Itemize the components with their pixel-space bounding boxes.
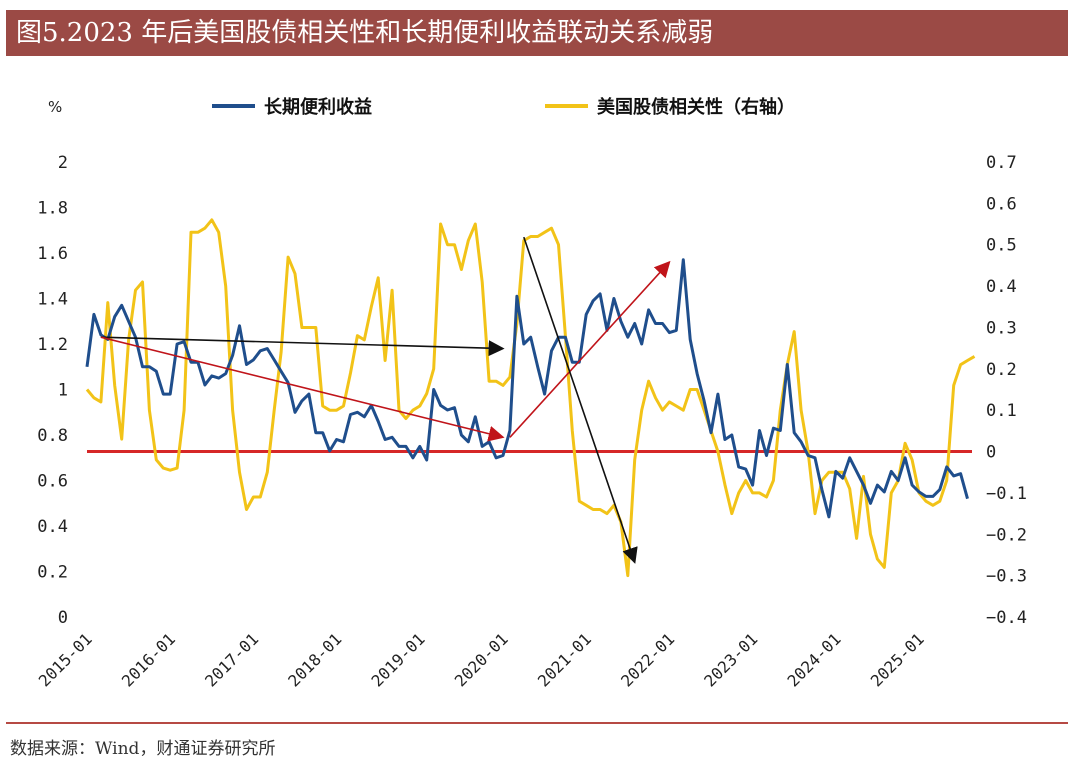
series-line-correlation: [85, 218, 976, 578]
x-tick-label: 2019-01: [368, 629, 429, 690]
right-tick-label: 0.4: [986, 277, 1017, 297]
x-tick-label: 2020-01: [451, 629, 512, 690]
series-line-convenience-yield: [85, 258, 969, 519]
left-tick-label: 0.6: [37, 472, 68, 492]
x-tick-label: 2022-01: [617, 629, 678, 690]
footer-divider: [6, 722, 1068, 724]
right-tick-label: 0.2: [986, 360, 1017, 380]
right-tick-label: 0: [986, 443, 996, 463]
trend-arrow-red: [509, 260, 671, 438]
x-tick-label: 2024-01: [784, 629, 845, 690]
title-bar: 图5.2023 年后美国股债相关性和长期便利收益联动关系减弱: [6, 10, 1068, 56]
left-tick-label: 1.8: [37, 199, 68, 219]
chart-title: 图5.2023 年后美国股债相关性和长期便利收益联动关系减弱: [16, 18, 714, 48]
x-tick-label: 2023-01: [700, 629, 761, 690]
legend-label-convenience-yield: 长期便利收益: [264, 96, 372, 118]
x-tick-label: 2018-01: [284, 629, 345, 690]
right-tick-label: −0.1: [986, 484, 1027, 504]
x-axis-ticks: 2015-01 2016-01 2017-01 2018-01 2019-01 2020-…: [35, 629, 928, 690]
x-tick-label: 2016-01: [118, 629, 179, 690]
source-note: 数据来源：Wind，财通证券研究所: [10, 739, 276, 759]
x-tick-label: 2025-01: [867, 629, 928, 690]
right-axis-ticks: −0.4 −0.3 −0.2 −0.1 0 0.1 0.2 0.3 0.4 0.5 0.6 0.7: [986, 153, 1027, 628]
right-tick-label: 0.5: [986, 236, 1017, 256]
left-tick-label: 0.8: [37, 426, 68, 446]
legend-label-correlation: 美国股债相关性（右轴）: [597, 96, 795, 118]
right-tick-label: −0.2: [986, 525, 1027, 545]
left-tick-label: 1.6: [37, 244, 68, 264]
left-tick-label: 1: [58, 381, 68, 401]
x-tick-label: 2015-01: [35, 629, 96, 690]
x-tick-label: 2017-01: [201, 629, 262, 690]
trend-arrows: [100, 236, 671, 564]
chart: 0 0.2 0.4 0.6 0.8 1 1.2 1.4 1.6 1.8 2 −0.4 −0.3 −0.2…: [35, 96, 1027, 691]
right-tick-label: 0.1: [986, 401, 1017, 421]
x-tick-label: 2021-01: [534, 629, 595, 690]
right-tick-label: 0.3: [986, 318, 1017, 338]
trend-arrow-black: [523, 236, 638, 564]
right-tick-label: −0.4: [986, 608, 1027, 628]
left-tick-label: 0.2: [37, 563, 68, 583]
trend-arrow-black: [100, 336, 505, 357]
right-tick-label: 0.6: [986, 194, 1017, 214]
left-tick-label: 1.2: [37, 335, 68, 355]
left-tick-label: 0: [58, 608, 68, 628]
trend-arrow-red: [100, 336, 505, 442]
left-axis-ticks: 0 0.2 0.4 0.6 0.8 1 1.2 1.4 1.6 1.8 2: [37, 153, 68, 628]
right-tick-label: −0.3: [986, 567, 1027, 587]
right-tick-label: 0.7: [986, 153, 1017, 173]
left-axis-unit: %: [48, 98, 62, 116]
left-tick-label: 0.4: [37, 517, 68, 537]
left-tick-label: 1.4: [37, 290, 68, 310]
left-tick-label: 2: [58, 153, 68, 173]
legend: 长期便利收益 美国股债相关性（右轴）: [212, 96, 795, 118]
